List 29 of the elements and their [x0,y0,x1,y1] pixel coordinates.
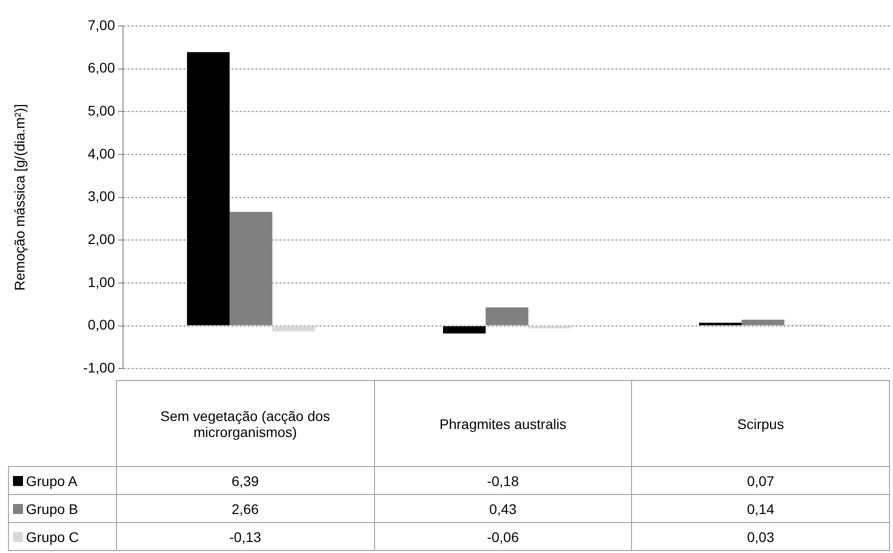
bar [272,326,315,332]
y-tick-label: -1,00 [83,359,116,376]
x-tick-label: Sem vegetação (acção dos microrganismos) [116,380,374,466]
bar [187,52,230,326]
y-tick-label: 1,00 [88,274,116,290]
y-tick-label: 3,00 [88,188,116,204]
data-label: 6,39 [116,466,374,494]
x-tick-label: Scirpus [632,380,890,466]
y-tick-label: 5,00 [88,102,116,119]
data-label: -0,13 [116,522,374,550]
data-label: 0,14 [632,494,890,522]
legend-label: Grupo C [26,528,79,544]
data-label: -0,18 [374,466,632,494]
y-axis-title: Remoção mássica [g/(dia.m²)] [11,104,28,291]
x-tick-label: Phragmites australis [374,380,632,466]
data-label: 0,43 [374,494,632,522]
data-label: 0,03 [632,522,890,550]
legend-label: Grupo B [26,500,78,516]
y-tick-label: 6,00 [88,60,116,76]
data-label: -0,06 [374,522,632,550]
y-tick-label: 4,00 [88,145,116,162]
data-label: 0,07 [632,466,890,494]
bar [443,326,486,334]
y-tick-label: 0,00 [88,316,116,333]
legend-label: Grupo A [26,472,78,488]
data-label: 2,66 [116,494,374,522]
y-tick-label: 7,00 [88,16,116,33]
bar [699,322,742,326]
y-tick-label: 2,00 [88,230,116,247]
